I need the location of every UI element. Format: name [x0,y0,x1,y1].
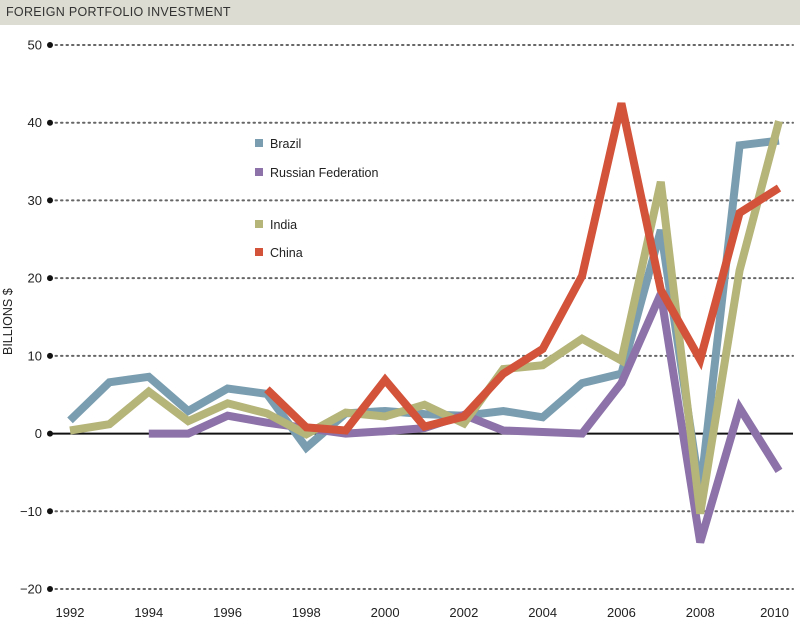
series-line-india [69,120,783,515]
legend-label-china: China [270,246,303,260]
legend: Brazil Russian Federation India China [255,137,378,260]
legend-swatch-india [255,220,263,228]
legend-swatch-china [255,248,263,256]
y-tick-label: 0 [35,426,42,441]
y-tick-dot [47,352,53,359]
y-axis-ticks: 50 40 30 20 10 0 −10 −20 [20,38,53,597]
legend-swatch-brazil [255,139,263,147]
x-tick-label: 1996 [213,605,242,620]
series-lines [67,102,783,544]
x-tick-label: 2010 [760,605,789,620]
legend-label-india: India [270,218,297,232]
y-axis-label: BILLIONS $ [1,288,15,355]
y-tick-label: 20 [28,271,42,286]
x-tick-label: 2002 [449,605,478,620]
x-tick-label: 2006 [607,605,636,620]
legend-swatch-russian-federation [255,168,263,176]
y-tick-dot [47,42,53,48]
y-tick-label: 50 [28,38,42,53]
y-tick-label: 10 [28,348,42,363]
y-tick-dot [47,119,53,126]
y-tick-dot [47,430,53,437]
x-tick-label: 1998 [292,605,321,620]
x-tick-label: 1994 [134,605,163,620]
y-tick-label: −20 [20,582,42,597]
y-tick-label: 40 [28,115,42,130]
x-tick-label: 2008 [686,605,715,620]
series-line-china [264,102,782,435]
legend-label-russian-federation: Russian Federation [270,166,378,180]
chart-title-bar: FOREIGN PORTFOLIO INVESTMENT [0,0,800,25]
y-tick-dot [47,197,53,204]
y-tick-dot [47,508,53,515]
legend-label-brazil: Brazil [270,137,301,151]
x-tick-label: 2000 [371,605,400,620]
x-tick-label: 2004 [528,605,557,620]
chart-title: FOREIGN PORTFOLIO INVESTMENT [6,5,231,19]
x-tick-label: 1992 [56,605,85,620]
x-axis-ticks: 1992 1994 1996 1998 2000 2002 2004 2006 2008 2010 [56,605,789,620]
y-tick-dot [47,275,53,282]
series-line-brazil [67,136,780,494]
y-tick-dot [47,586,53,592]
y-tick-label: −10 [20,504,42,519]
y-tick-label: 30 [28,193,42,208]
gridlines [49,44,794,590]
